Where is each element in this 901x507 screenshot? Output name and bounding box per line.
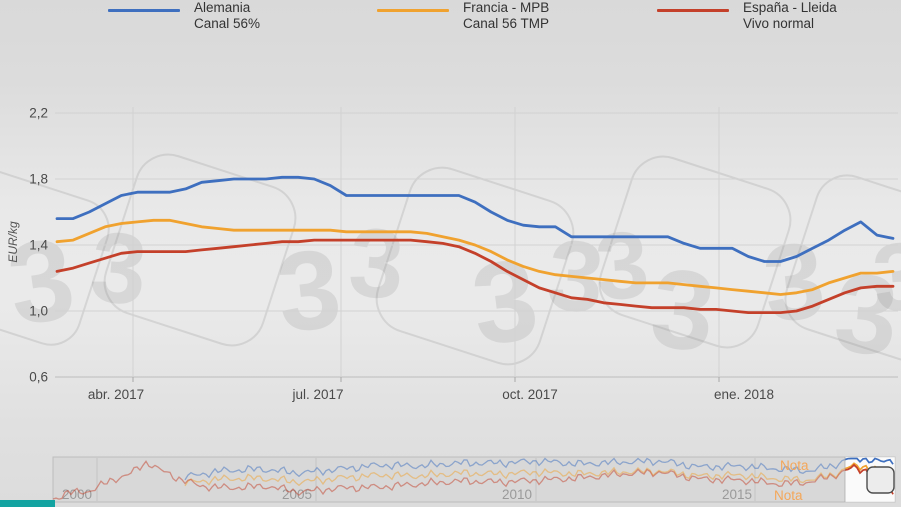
navigator-year-label: 2010	[502, 487, 532, 502]
x-axis-label: oct. 2017	[502, 387, 558, 402]
navigator-handle[interactable]	[866, 466, 895, 494]
y-axis-label: 1,8	[29, 172, 48, 187]
x-axis-label: abr. 2017	[88, 387, 144, 402]
nota-flag-label[interactable]: Nota	[780, 458, 809, 473]
legend-sublabel: Canal 56%	[194, 16, 261, 31]
series-line-1	[55, 218, 895, 296]
legend-label: Alemania	[194, 0, 251, 15]
y-axis-label: 2,2	[29, 106, 48, 121]
watermark-tile	[0, 170, 110, 346]
legend: Alemania Canal 56% Francia - MPB Canal 5…	[0, 0, 901, 42]
legend-item-alemania[interactable]: Alemania Canal 56%	[108, 0, 260, 32]
legend-item-francia[interactable]: Francia - MPB Canal 56 TMP	[377, 0, 549, 32]
y-axis-label: 1,0	[29, 304, 48, 319]
francia-line-swatch	[377, 9, 449, 12]
watermark-glyph: 3	[86, 210, 151, 326]
watermark-glyph: 3	[758, 218, 830, 345]
navigator-series-0	[184, 457, 894, 481]
y-axis-label: 1,4	[29, 238, 48, 253]
navigator-year-label: 2000	[62, 487, 92, 502]
watermark-glyph: 3	[346, 206, 408, 320]
y-axis-label: 0,6	[29, 370, 48, 385]
watermark-tile	[784, 174, 901, 362]
nota-flag-label[interactable]: Nota	[774, 488, 803, 503]
axis-labels: 0,6 1,0 1,4 1,8 2,2 abr. 2017 jul. 2017 oct. 20…	[6, 106, 774, 403]
espana-line-swatch	[657, 9, 729, 12]
site-accent-bar	[0, 500, 55, 507]
legend-label: Francia - MPB	[463, 0, 550, 15]
series-line-0	[55, 175, 895, 263]
series-line-2	[55, 238, 895, 314]
watermark-glyph: 3	[271, 225, 346, 356]
legend-item-espana[interactable]: España - Lleida Vivo normal	[657, 0, 837, 32]
legend-label: España - Lleida	[743, 0, 837, 15]
navigator-year-label: 2015	[722, 487, 752, 502]
x-axis-label: jul. 2017	[291, 387, 343, 402]
watermark-tile	[598, 155, 792, 349]
legend-sublabel: Canal 56 TMP	[463, 16, 550, 31]
alemania-line-swatch	[108, 9, 180, 12]
x-axis-label: ene. 2018	[714, 387, 774, 402]
y-axis-title: EUR/kg	[6, 221, 20, 263]
legend-sublabel: Vivo normal	[743, 16, 815, 31]
navigator-series-2	[52, 460, 894, 500]
navigator-series-1	[184, 462, 894, 487]
